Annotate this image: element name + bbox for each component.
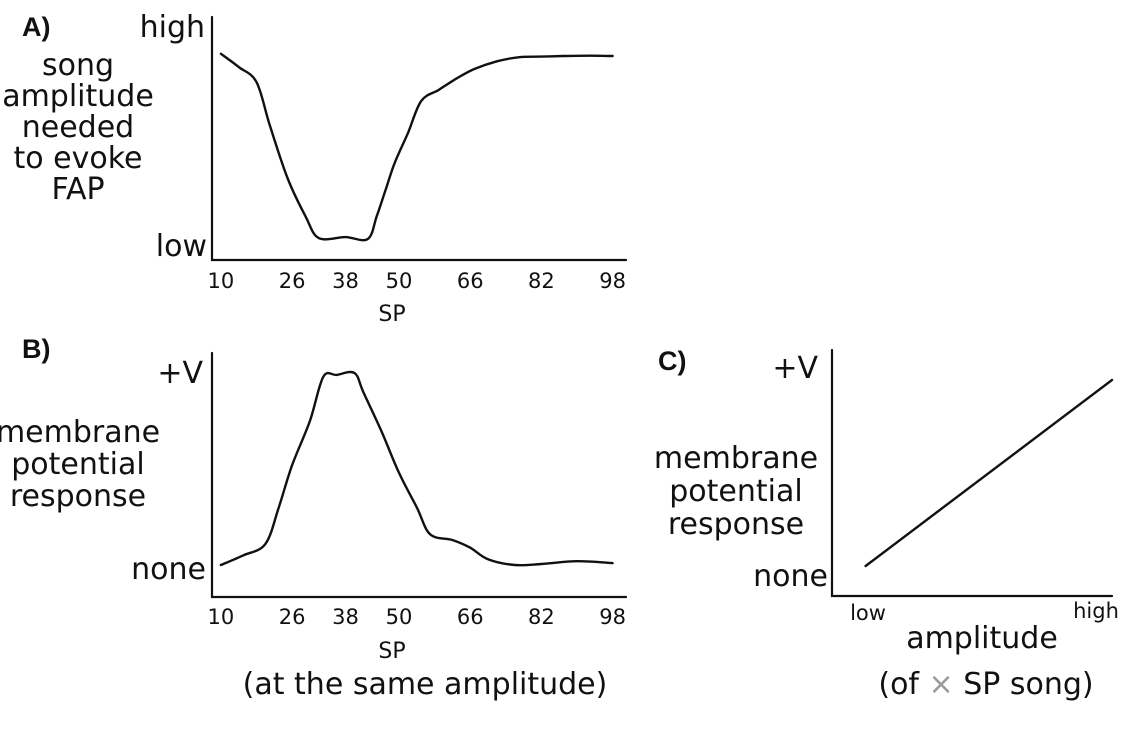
panel-b-x-ticks: 10 26 38 50 66 82 98: [208, 605, 626, 629]
panel-b-x-tick-66: 66: [457, 605, 484, 629]
panel-b-axes: [210, 351, 628, 599]
panel-b-x-tick-98: 98: [599, 605, 626, 629]
panel-a-label: A): [22, 12, 51, 42]
panel-c-x-low: low: [850, 601, 886, 625]
panel-a-series-line: [219, 52, 614, 242]
panel-b-ylabel-line-2: potential: [11, 447, 144, 482]
panel-a-ylabel-line-2: amplitude: [2, 79, 154, 114]
panel-c-ylabel: membrane potential response: [654, 441, 818, 542]
panel-c-subtitle-times: ×: [929, 667, 954, 702]
panel-c-series-line: [864, 378, 1114, 568]
panel-b-y-bottom: none: [131, 552, 206, 587]
panel-b-y-top: +V: [157, 356, 203, 391]
panel-b-x-tick-38: 38: [332, 605, 359, 629]
panel-b-subtitle: (at the same amplitude): [243, 667, 608, 702]
panel-b-x-tick-50: 50: [386, 605, 413, 629]
panel-b: B) membrane potential response +V none 1…: [0, 334, 628, 702]
panel-a-x-tick-10: 10: [208, 269, 235, 293]
panel-b-ylabel-line-1: membrane: [0, 415, 160, 450]
panel-c-y-top: +V: [772, 351, 818, 386]
panel-b-ylabel-line-3: response: [10, 479, 146, 514]
panel-a-ylabel: song amplitude needed to evoke FAP: [2, 48, 154, 207]
panel-c-ylabel-line-1: membrane: [654, 441, 818, 476]
panel-a-ylabel-line-5: FAP: [51, 172, 104, 207]
panel-a-y-low: low: [156, 229, 207, 264]
panel-c-subtitle-open: (of: [878, 667, 928, 702]
panel-c-subtitle: (of × SP song): [878, 667, 1093, 702]
panel-c-subtitle-close: SP song): [954, 667, 1094, 702]
panel-a-x-tick-50: 50: [386, 269, 413, 293]
panel-a-x-tick-66: 66: [457, 269, 484, 293]
panel-b-label: B): [22, 334, 51, 364]
panel-a-x-tick-98: 98: [599, 269, 626, 293]
panel-b-x-tick-10: 10: [208, 605, 235, 629]
panel-a-x-ticks: 10 26 38 50 66 82 98: [208, 269, 626, 293]
panel-c: C) membrane potential response +V none l…: [654, 346, 1119, 702]
panel-a-y-high: high: [140, 10, 205, 45]
panel-a-ylabel-line-1: song: [42, 48, 114, 83]
panel-c-ylabel-line-3: response: [668, 507, 804, 542]
panel-c-axes: [830, 348, 1114, 598]
panel-a-axes: [210, 15, 628, 262]
panel-c-xlabel: amplitude: [906, 621, 1058, 656]
panel-a-xlabel: SP: [378, 302, 405, 327]
panel-a-x-tick-38: 38: [332, 269, 359, 293]
panel-a-x-tick-82: 82: [528, 269, 555, 293]
panel-b-series-line: [219, 370, 614, 567]
panel-b-xlabel: SP: [378, 639, 405, 664]
panel-a-x-tick-26: 26: [279, 269, 306, 293]
panel-b-x-tick-26: 26: [279, 605, 306, 629]
panel-a-ylabel-line-3: needed: [22, 110, 134, 145]
panel-a-ylabel-line-4: to evoke: [14, 141, 143, 176]
panel-c-ylabel-line-2: potential: [669, 474, 802, 509]
panel-a: A) song amplitude needed to evoke FAP hi…: [2, 10, 628, 327]
panel-c-y-bottom: none: [753, 559, 828, 594]
panel-b-ylabel: membrane potential response: [0, 415, 160, 514]
panel-c-label: C): [658, 346, 687, 376]
panel-b-x-tick-82: 82: [528, 605, 555, 629]
panel-c-x-high: high: [1073, 599, 1119, 623]
